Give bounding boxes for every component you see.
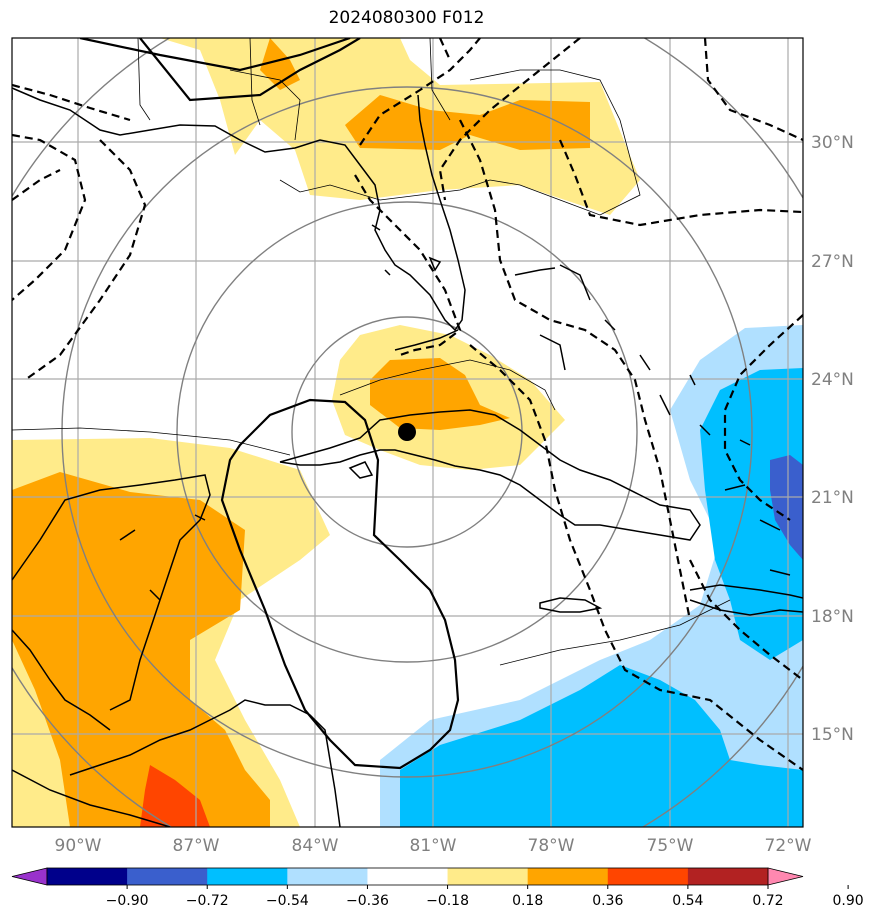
lat-label-21n: 21°N <box>811 488 854 508</box>
colorbar-segment <box>47 868 128 885</box>
colorbar-segment <box>287 868 368 885</box>
colorbar-tick-label: 0.72 <box>752 893 783 909</box>
colorbar: −0.90 −0.72 −0.54 −0.36 −0.18 0.18 0.36 0.54 0.7… <box>11 867 864 909</box>
colorbar-extend-high <box>767 867 804 886</box>
dashed-contours <box>12 38 803 771</box>
map-title: 2024080300 F012 <box>328 8 485 28</box>
shading-se-skyblue <box>400 665 803 827</box>
lat-labels: 30°N 27°N 24°N 21°N 18°N 15°N <box>811 133 854 745</box>
lat-label-18n: 18°N <box>811 607 854 627</box>
shading-se-lightblue <box>380 325 803 827</box>
colorbar-segment <box>687 868 769 885</box>
colorbar-segment <box>207 868 288 885</box>
lon-label-72w: 72°W <box>765 836 812 856</box>
lon-label-78w: 78°W <box>528 836 575 856</box>
colorbar-tick-label: −0.54 <box>266 893 309 909</box>
colorbar-tick-label: −0.18 <box>426 893 469 909</box>
map-frame <box>11 37 804 828</box>
colorbar-tick-label: 0.18 <box>512 893 543 909</box>
lat-label-15n: 15°N <box>811 725 854 745</box>
colorbar-segment <box>447 868 529 885</box>
colorbar-segment <box>527 868 609 885</box>
colorbar-tick-label: −0.36 <box>346 893 389 909</box>
map-plot-area <box>12 38 803 827</box>
colorbar-extend-low <box>11 867 48 886</box>
graticule <box>12 38 803 827</box>
lon-label-81w: 81°W <box>410 836 457 856</box>
lon-label-84w: 84°W <box>292 836 339 856</box>
colorbar-segment <box>607 868 689 885</box>
lon-label-75w: 75°W <box>647 836 694 856</box>
storm-center-marker <box>398 423 416 441</box>
colorbar-frame <box>46 867 769 886</box>
shading-se-royalblue <box>770 455 803 560</box>
lon-labels: 90°W 87°W 84°W 81°W 78°W 75°W 72°W <box>55 836 812 856</box>
borders <box>12 38 731 666</box>
solid-contours <box>79 38 460 770</box>
shading-west-red <box>140 765 210 827</box>
lon-label-87w: 87°W <box>173 836 220 856</box>
range-rings <box>12 38 803 827</box>
colorbar-segment <box>127 868 208 885</box>
lat-label-24n: 24°N <box>811 370 854 390</box>
lat-label-27n: 27°N <box>811 252 854 272</box>
colorbar-tick-label: −0.72 <box>186 893 229 909</box>
colorbar-segment <box>367 868 449 885</box>
coastlines <box>12 87 803 827</box>
shading-cuba-orange <box>370 358 510 430</box>
colorbar-tick-label: −0.90 <box>106 893 149 909</box>
lat-label-30n: 30°N <box>811 133 854 153</box>
colorbar-tick-label: 0.36 <box>592 893 623 909</box>
shading-west-orange <box>12 472 270 827</box>
colorbar-tick-label: 0.90 <box>833 893 864 909</box>
lon-label-90w: 90°W <box>55 836 102 856</box>
colorbar-tick-label: 0.54 <box>672 893 703 909</box>
